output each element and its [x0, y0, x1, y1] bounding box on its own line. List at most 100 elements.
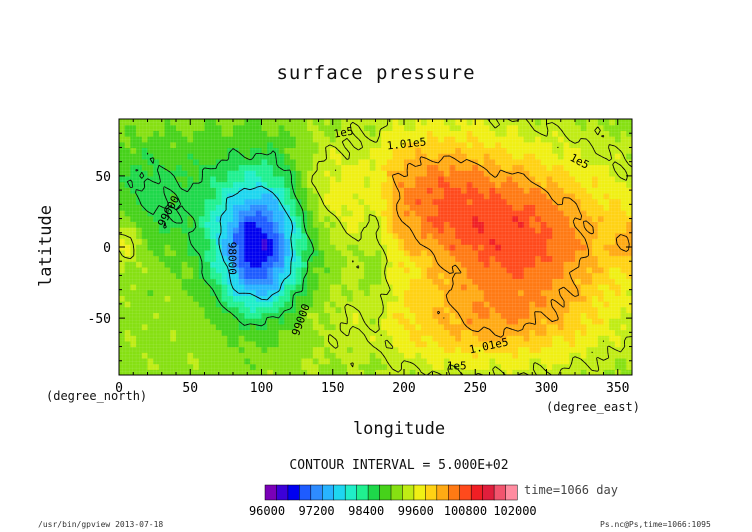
field-cell — [238, 210, 245, 217]
field-cell — [563, 244, 570, 251]
field-cell — [170, 141, 177, 149]
field-cell — [483, 301, 491, 308]
field-cell — [540, 249, 548, 257]
field-cell — [244, 329, 251, 336]
field-cell — [307, 357, 314, 365]
field-cell — [381, 329, 388, 336]
field-cell — [176, 357, 183, 365]
field-cell — [119, 295, 126, 302]
field-cell — [540, 164, 548, 171]
field-cell — [557, 141, 565, 149]
field-cell — [432, 244, 439, 251]
field-cell — [620, 301, 627, 308]
field-cell — [221, 141, 228, 149]
field-cell — [215, 363, 223, 370]
field-cell — [529, 198, 536, 205]
field-cell — [472, 329, 479, 336]
field-cell — [170, 232, 177, 240]
field-cell — [614, 289, 622, 296]
field-cell — [272, 215, 280, 222]
field-cell — [614, 147, 622, 154]
field-cell — [124, 141, 131, 149]
field-cell — [603, 181, 610, 188]
field-cell — [130, 204, 137, 211]
field-cell — [164, 283, 171, 291]
field-cell — [153, 170, 160, 177]
field-cell — [164, 175, 171, 183]
field-cell — [290, 210, 297, 217]
field-cell — [443, 346, 451, 353]
field-cell — [250, 340, 257, 348]
field-cell — [523, 346, 530, 353]
field-cell — [500, 340, 508, 348]
field-cell — [546, 210, 553, 217]
field-cell — [136, 136, 143, 143]
field-cell — [603, 340, 610, 348]
colorbar-swatch — [413, 484, 426, 501]
field-cell — [443, 227, 451, 234]
field-cell — [392, 255, 399, 262]
field-cell — [426, 340, 434, 348]
field-cell — [347, 215, 354, 222]
field-cell — [597, 318, 605, 325]
field-cell — [215, 227, 223, 234]
field-cell — [278, 278, 285, 285]
field-cell — [187, 340, 194, 348]
field-cell — [552, 170, 559, 177]
field-cell — [261, 266, 268, 274]
field-cell — [443, 221, 451, 228]
field-cell — [352, 130, 359, 137]
field-cell — [352, 215, 359, 222]
field-cell — [198, 164, 206, 171]
field-cell — [136, 249, 143, 257]
field-cell — [426, 221, 434, 228]
field-cell — [119, 340, 126, 348]
field-cell — [518, 289, 525, 296]
field-cell — [244, 192, 251, 200]
field-cell — [295, 175, 302, 183]
field-cell — [432, 363, 439, 370]
field-cell — [244, 289, 251, 296]
field-cell — [466, 175, 473, 183]
field-cell — [557, 158, 565, 166]
field-cell — [312, 227, 320, 234]
field-cell — [233, 130, 240, 137]
field-cell — [546, 141, 553, 149]
field-cell — [284, 136, 291, 143]
field-cell — [204, 352, 211, 359]
field-cell — [187, 204, 194, 211]
field-cell — [335, 301, 342, 308]
field-cell — [540, 198, 548, 205]
field-cell — [478, 124, 485, 131]
field-cell — [472, 244, 479, 251]
field-cell — [181, 357, 188, 365]
field-cell — [141, 175, 149, 183]
field-cell — [580, 181, 587, 188]
field-cell — [301, 164, 308, 171]
field-cell — [449, 289, 456, 296]
field-cell — [255, 312, 263, 319]
field-cell — [221, 210, 228, 217]
field-cell — [575, 352, 582, 359]
field-cell — [238, 181, 245, 188]
field-cell — [364, 346, 371, 353]
field-cell — [307, 306, 314, 314]
field-cell — [181, 278, 188, 285]
field-cell — [518, 204, 525, 211]
field-cell — [478, 187, 485, 194]
field-cell — [261, 136, 268, 143]
field-cell — [244, 340, 251, 348]
field-cell — [284, 301, 291, 308]
field-cell — [238, 329, 245, 336]
field-cell — [312, 346, 320, 353]
field-cell — [272, 255, 280, 262]
field-cell — [432, 249, 439, 257]
field-cell — [170, 306, 177, 314]
field-cell — [552, 187, 559, 194]
field-cell — [164, 369, 171, 375]
field-cell — [472, 295, 479, 302]
field-cell — [136, 306, 143, 314]
field-cell — [443, 323, 451, 331]
field-cell — [238, 232, 245, 240]
field-cell — [546, 215, 553, 222]
